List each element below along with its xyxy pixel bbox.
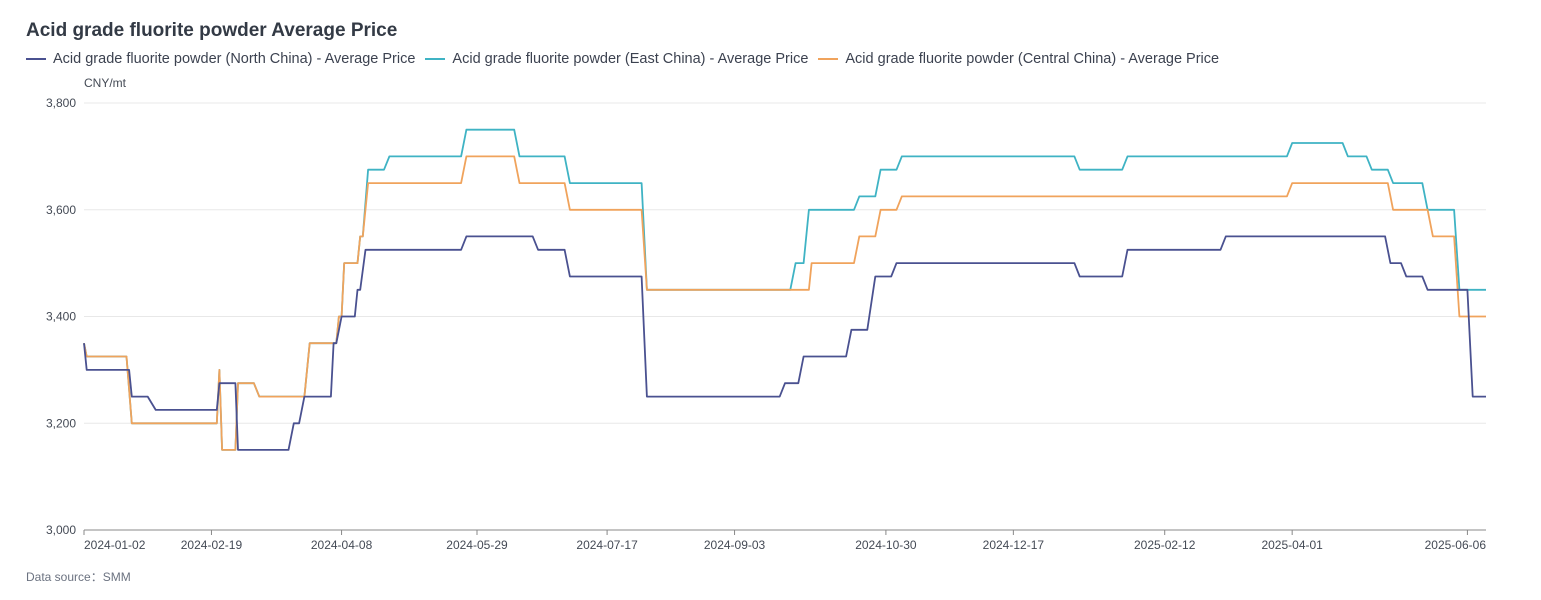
legend-item-north-china[interactable]: Acid grade fluorite powder (North China)… (26, 51, 415, 67)
axes: 3,000 3,200 3,400 3,600 3,800 2024-01-02 2024-… (46, 96, 1486, 552)
legend-swatch-east-china (425, 58, 446, 60)
y-tick-label: 3,400 (46, 310, 76, 324)
legend-label-east-china: Acid grade fluorite powder (East China) … (452, 51, 809, 67)
series-line-central-china[interactable] (83, 155, 1486, 451)
legend-item-east-china[interactable]: Acid grade fluorite powder (East China) … (425, 51, 808, 67)
x-tick-label: 2025-02-12 (1134, 538, 1196, 552)
x-tick-label: 2024-02-19 (181, 538, 243, 552)
x-tick-label: 2024-10-30 (855, 538, 917, 552)
x-tick-label: 2024-04-08 (311, 538, 373, 552)
x-tick-label: 2024-12-17 (983, 538, 1045, 552)
data-source-note: Data source：SMM (26, 570, 131, 584)
x-tick-label: 2024-01-02 (84, 538, 146, 552)
grid-lines (84, 102, 1486, 424)
series-line-north-china[interactable] (83, 235, 1486, 451)
y-tick-label: 3,800 (46, 96, 76, 110)
legend-label-central-china: Acid grade fluorite powder (Central Chin… (845, 51, 1220, 67)
legend-item-central-china[interactable]: Acid grade fluorite powder (Central Chin… (818, 51, 1219, 67)
x-tick-label: 2025-06-06 (1425, 538, 1487, 552)
chart-title: Acid grade fluorite powder Average Price (26, 20, 398, 41)
x-tick-label: 2024-05-29 (446, 538, 508, 552)
legend-label-north-china: Acid grade fluorite powder (North China)… (53, 51, 416, 67)
y-axis-unit-label: CNY/mt (84, 76, 127, 90)
series-lines (83, 128, 1486, 451)
legend-swatch-central-china (818, 58, 839, 60)
y-tick-label: 3,600 (46, 203, 76, 217)
x-tick-label: 2025-04-01 (1261, 538, 1323, 552)
y-tick-label: 3,200 (46, 416, 76, 430)
chart-legend: Acid grade fluorite powder (North China)… (26, 51, 1229, 67)
legend-swatch-north-china (26, 58, 46, 60)
x-tick-label: 2024-09-03 (704, 538, 766, 552)
y-tick-label: 3,000 (46, 523, 76, 537)
x-tick-label: 2024-07-17 (576, 538, 638, 552)
